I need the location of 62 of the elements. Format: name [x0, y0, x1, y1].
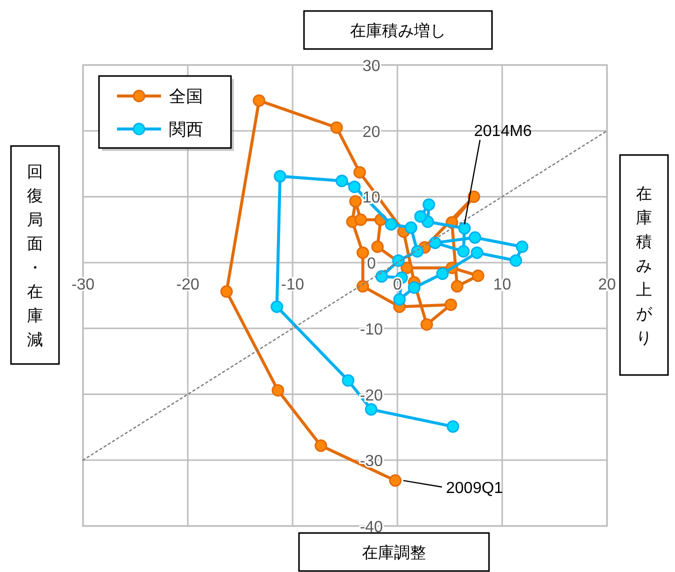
y-tick-label: -10 [360, 321, 384, 338]
point [270, 300, 284, 313]
point [349, 195, 362, 208]
legend-label: 関西 [169, 120, 203, 139]
point [436, 268, 449, 280]
point [404, 221, 418, 234]
text: 在庫積み増し [350, 22, 446, 40]
point [414, 210, 427, 223]
point [516, 240, 528, 254]
annotation: 2009Q1 [446, 480, 504, 497]
text: 在庫積み上がり [636, 186, 653, 347]
y-tick-label: -20 [360, 387, 384, 404]
legend-label: 全国 [169, 87, 203, 106]
point [420, 318, 433, 331]
point [356, 246, 370, 259]
y-tick-label: 30 [362, 58, 380, 75]
point [354, 214, 367, 226]
point [470, 246, 484, 259]
point [400, 262, 414, 274]
point [356, 280, 370, 293]
y-tick-label: 20 [362, 124, 380, 141]
point [364, 403, 378, 416]
point [375, 270, 388, 283]
x-tick-label: 10 [493, 276, 512, 294]
x-tick-label: -20 [176, 276, 200, 294]
point [353, 166, 366, 179]
point [422, 198, 436, 211]
text: 回復局面・在庫減 [27, 164, 43, 349]
point [220, 285, 233, 298]
x-tick-label: 20 [598, 276, 616, 294]
point [274, 170, 286, 183]
point [411, 245, 424, 258]
point [392, 254, 405, 267]
point [371, 240, 384, 254]
point [252, 94, 266, 107]
y-tick-label: -40 [360, 519, 384, 536]
point [272, 384, 284, 397]
point [389, 474, 402, 487]
point [468, 231, 482, 244]
point [393, 293, 406, 306]
point [408, 281, 420, 294]
x-tick-label: -10 [281, 276, 304, 294]
point [472, 269, 484, 282]
point [458, 222, 471, 235]
point [457, 245, 470, 258]
point [314, 439, 328, 452]
point [384, 218, 398, 231]
point [450, 280, 464, 293]
y-tick-label: -30 [360, 453, 384, 470]
point [348, 180, 361, 194]
x-tick-label: -30 [71, 276, 95, 294]
point [444, 298, 458, 311]
point [510, 254, 522, 267]
point [342, 374, 354, 387]
annotation: 2014M6 [474, 123, 532, 140]
point [446, 420, 460, 433]
point [336, 174, 348, 188]
point [428, 236, 442, 250]
point [330, 121, 343, 134]
point [468, 190, 480, 203]
text: 在庫調整 [362, 544, 426, 562]
y-tick-label: 0 [366, 256, 376, 273]
